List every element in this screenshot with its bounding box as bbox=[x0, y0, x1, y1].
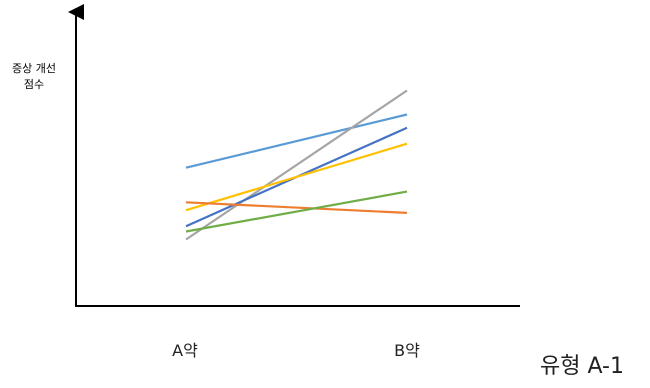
x-tick-label-a: A약 bbox=[172, 341, 198, 360]
series-line-5 bbox=[185, 201, 408, 214]
series-line-4 bbox=[185, 142, 408, 212]
series-line-2 bbox=[185, 89, 408, 241]
x-tick-label-b: B약 bbox=[394, 341, 420, 360]
y-axis-label: 증상 개선 점수 bbox=[12, 62, 56, 91]
series-line-6 bbox=[185, 190, 408, 233]
series-line-1 bbox=[185, 113, 408, 169]
chart-caption: 유형 A-1 bbox=[540, 354, 624, 379]
series-group bbox=[185, 89, 408, 241]
